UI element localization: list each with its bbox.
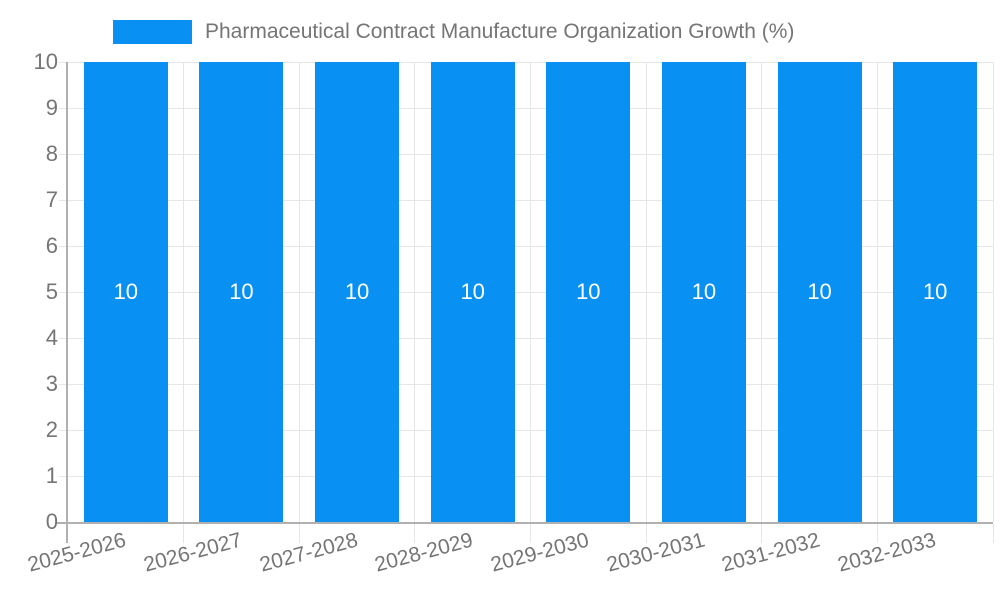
x-tick (876, 524, 878, 543)
y-axis-label: 9 (45, 95, 58, 120)
y-axis-label: 2 (45, 417, 58, 442)
legend-label: Pharmaceutical Contract Manufacture Orga… (205, 19, 795, 43)
x-axis-label: 2027-2028 (256, 528, 360, 577)
legend: Pharmaceutical Contract Manufacture Orga… (113, 18, 794, 45)
y-tick (59, 383, 68, 385)
y-axis-label: 7 (45, 187, 58, 212)
y-tick (59, 153, 68, 155)
bar-value-label: 10 (807, 279, 832, 304)
y-tick (59, 245, 68, 247)
x-tick (761, 524, 763, 543)
y-axis-line (66, 62, 68, 543)
v-gridline (645, 62, 647, 522)
y-axis-label: 0 (45, 509, 58, 534)
x-axis-label: 2030-2031 (603, 528, 707, 577)
bar-value-label: 10 (344, 279, 370, 304)
bar[interactable] (83, 62, 168, 522)
x-tick (992, 524, 994, 543)
x-axis-label: 2029-2030 (488, 528, 592, 577)
bar[interactable] (430, 62, 515, 522)
x-tick (298, 524, 300, 543)
x-axis-label: 2028-2029 (372, 528, 476, 577)
bar[interactable] (661, 62, 746, 522)
v-gridline (992, 62, 994, 522)
bar[interactable] (893, 62, 978, 522)
v-gridline (183, 62, 185, 522)
x-tick (183, 524, 185, 543)
v-gridline (761, 62, 763, 522)
x-axis-label: 2032-2033 (835, 528, 939, 577)
y-axis-label: 10 (33, 49, 58, 74)
y-tick (59, 61, 68, 63)
y-axis-label: 1 (45, 463, 58, 488)
x-tick (414, 524, 416, 543)
v-gridline (530, 62, 531, 522)
bar-value-label: 10 (113, 279, 139, 304)
x-tick (645, 524, 647, 543)
bar[interactable] (315, 62, 400, 522)
x-axis-label: 2026-2027 (141, 528, 245, 577)
y-axis-label: 5 (45, 279, 58, 304)
x-axis-label: 2031-2032 (719, 528, 823, 577)
y-tick (59, 475, 68, 477)
y-tick (59, 199, 68, 201)
y-axis-label: 6 (45, 233, 58, 258)
bar-value-label: 10 (922, 279, 948, 304)
bar[interactable] (546, 62, 631, 522)
y-tick (59, 429, 68, 431)
v-gridline (414, 62, 416, 522)
y-axis-label: 3 (45, 371, 58, 396)
y-axis-label: 8 (45, 141, 58, 166)
bar-value-label: 10 (229, 279, 254, 304)
x-axis-label: 2025-2026 (25, 528, 129, 577)
v-gridline (876, 62, 878, 522)
legend-swatch (113, 19, 192, 44)
y-axis-label: 4 (45, 325, 58, 350)
bar[interactable] (777, 62, 862, 522)
bar-value-label: 10 (691, 279, 717, 304)
x-tick (530, 524, 531, 543)
y-tick (59, 337, 68, 339)
x-axis-line (57, 522, 993, 524)
v-gridline (298, 62, 300, 522)
bar-value-label: 10 (576, 279, 601, 304)
bar[interactable] (199, 62, 284, 522)
bar-value-label: 10 (460, 279, 485, 304)
y-tick (59, 107, 68, 109)
y-tick (59, 291, 68, 293)
